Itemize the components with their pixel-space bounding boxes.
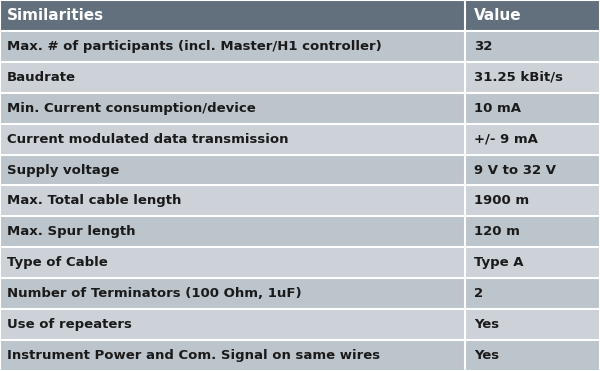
Bar [0, 186, 600, 216]
Bar [0, 340, 600, 371]
Text: 1900 m: 1900 m [474, 194, 529, 207]
Text: 32: 32 [474, 40, 493, 53]
Bar [0, 0, 600, 31]
Text: Baudrate: Baudrate [7, 71, 76, 84]
Bar [0, 155, 600, 186]
Text: Type of Cable: Type of Cable [7, 256, 108, 269]
Text: Value: Value [474, 8, 521, 23]
Text: Type A: Type A [474, 256, 523, 269]
Bar [0, 124, 600, 155]
Text: Yes: Yes [474, 318, 499, 331]
Text: +/- 9 mA: +/- 9 mA [474, 132, 538, 146]
Bar [0, 278, 600, 309]
Text: Max. # of participants (incl. Master/H1 controller): Max. # of participants (incl. Master/H1 … [7, 40, 382, 53]
Text: 9 V to 32 V: 9 V to 32 V [474, 164, 556, 177]
Text: 31.25 kBit/s: 31.25 kBit/s [474, 71, 563, 84]
Text: Number of Terminators (100 Ohm, 1uF): Number of Terminators (100 Ohm, 1uF) [7, 287, 302, 300]
Bar [0, 31, 600, 62]
Text: Use of repeaters: Use of repeaters [7, 318, 132, 331]
Text: 10 mA: 10 mA [474, 102, 521, 115]
Bar [0, 247, 600, 278]
Text: 2: 2 [474, 287, 483, 300]
Bar [0, 309, 600, 340]
Bar [0, 93, 600, 124]
Text: Current modulated data transmission: Current modulated data transmission [7, 132, 289, 146]
Bar [0, 62, 600, 93]
Text: Max. Total cable length: Max. Total cable length [7, 194, 182, 207]
Text: Supply voltage: Supply voltage [7, 164, 119, 177]
Text: Instrument Power and Com. Signal on same wires: Instrument Power and Com. Signal on same… [7, 349, 380, 362]
Text: 120 m: 120 m [474, 225, 520, 239]
Text: Yes: Yes [474, 349, 499, 362]
Text: Similarities: Similarities [7, 8, 104, 23]
Text: Max. Spur length: Max. Spur length [7, 225, 136, 239]
Text: Min. Current consumption/device: Min. Current consumption/device [7, 102, 256, 115]
Bar [0, 216, 600, 247]
